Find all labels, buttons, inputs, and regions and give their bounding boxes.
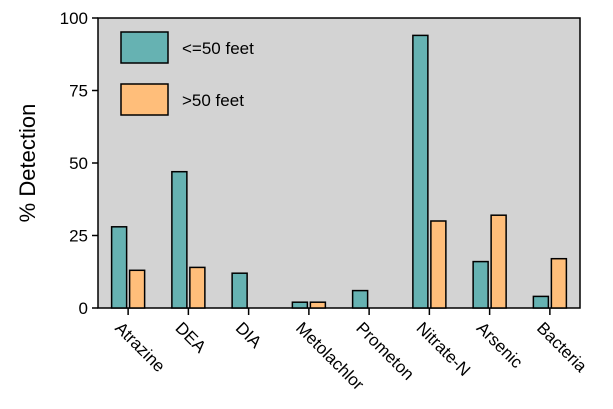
legend-swatch-series-1 [120, 31, 169, 64]
bar-series-1-dea [171, 170, 188, 309]
x-category-label: Arsenic [473, 318, 527, 372]
plot-area [97, 17, 581, 309]
y-axis: 0 25 50 75 100 [60, 9, 98, 318]
x-category-label: Atrazine [111, 318, 169, 376]
legend: <=50 feet >50 feet [120, 31, 254, 116]
bar-series-1-arsenic [472, 260, 489, 309]
x-category-label: Bacteria [533, 318, 591, 376]
bar-series-1-dia [231, 272, 248, 309]
y-tick-label: 100 [60, 9, 88, 28]
y-axis-title: % Detection [15, 104, 40, 223]
bar-series-2-nitrate-n [430, 220, 447, 309]
x-category-label: DIA [232, 318, 266, 352]
bar-series-2-bacteria [550, 257, 568, 309]
bar-series-2-dea [189, 266, 206, 309]
y-tick-label: 50 [69, 154, 88, 173]
bar-series-1-atrazine [110, 226, 128, 309]
bar-series-1-prometon [351, 289, 369, 309]
y-tick-label: 25 [69, 227, 88, 246]
x-category-label: Nitrate-N [413, 318, 475, 380]
bar-series-2-atrazine [128, 269, 146, 309]
bar-series-1-nitrate-n [412, 34, 429, 309]
bar-series-1-bacteria [532, 295, 550, 309]
bars [110, 34, 568, 309]
legend-swatch-series-2 [120, 83, 169, 116]
bar-series-2-metolachlor [309, 301, 327, 309]
bar-series-1-metolachlor [291, 301, 309, 309]
y-tick-label: 0 [79, 299, 88, 318]
legend-label-series-1: <=50 feet [182, 39, 254, 58]
legend-label-series-2: >50 feet [182, 91, 244, 110]
y-tick-label: 75 [69, 82, 88, 101]
x-axis: Atrazine DEA DIA MetolachlorPrometonNitrate… [111, 308, 591, 394]
bar-series-2-arsenic [490, 214, 507, 309]
x-category-label: DEA [172, 318, 211, 357]
